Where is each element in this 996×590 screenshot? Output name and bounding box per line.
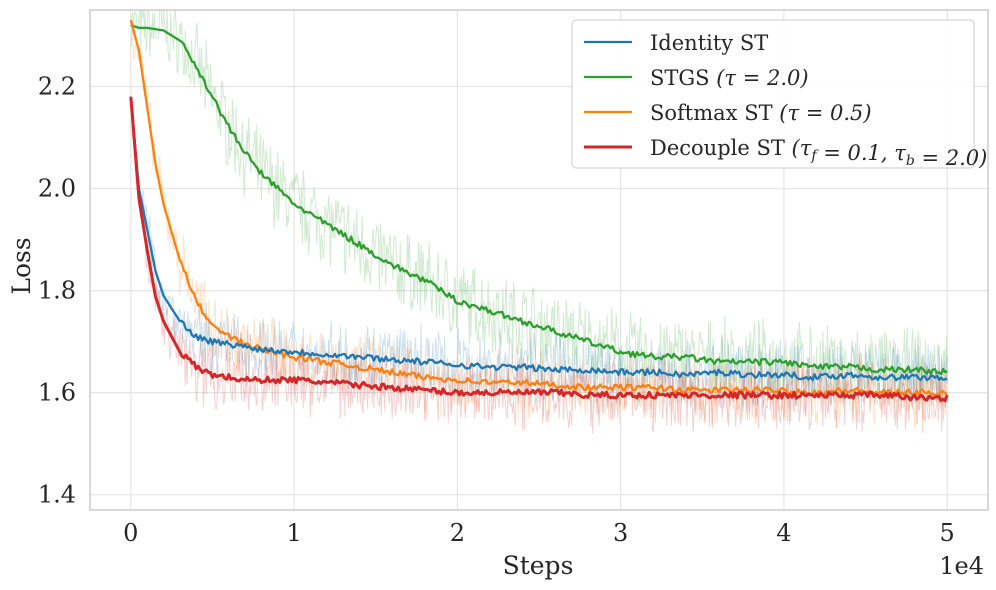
legend-box <box>571 19 975 169</box>
x-tick-label: 3 <box>613 519 628 547</box>
y-axis-label: Loss <box>7 237 36 294</box>
y-tick-label: 2.0 <box>38 175 76 203</box>
y-tick-label: 2.2 <box>38 73 76 101</box>
legend-label: Identity ST <box>650 31 768 55</box>
x-tick-label: 4 <box>776 519 791 547</box>
x-tick-label: 0 <box>123 519 138 547</box>
series-lines <box>129 19 949 403</box>
series-line <box>130 24 948 376</box>
x-tick-label: 2 <box>450 519 465 547</box>
noise-trace <box>130 10 948 410</box>
series-line <box>129 96 949 403</box>
legend-label: Decouple ST (τf = 0.1, τb = 2.0) <box>650 136 987 170</box>
legend-label: Softmax ST (τ = 0.5) <box>650 101 872 125</box>
y-tick-label: 1.8 <box>38 277 76 305</box>
x-tick-label: 5 <box>940 519 955 547</box>
x-tick-label: 1 <box>286 519 301 547</box>
plot-frame <box>89 9 989 511</box>
x-axis-label: Steps <box>503 551 574 580</box>
legend-label: STGS (τ = 2.0) <box>650 66 809 90</box>
series-line <box>129 96 948 382</box>
y-tick-label: 1.4 <box>38 481 76 509</box>
legend: Identity ST STGS (τ = 2.0) Softmax ST (τ =… <box>571 19 987 170</box>
x-offset-label: 1e4 <box>939 552 984 580</box>
noise-trace <box>130 100 948 413</box>
y-tick-labels: 1.4 1.6 1.8 2.0 2.2 <box>38 73 76 509</box>
y-tick-label: 1.6 <box>38 379 76 407</box>
x-tick-labels: 0 1 2 3 4 5 <box>123 519 955 547</box>
